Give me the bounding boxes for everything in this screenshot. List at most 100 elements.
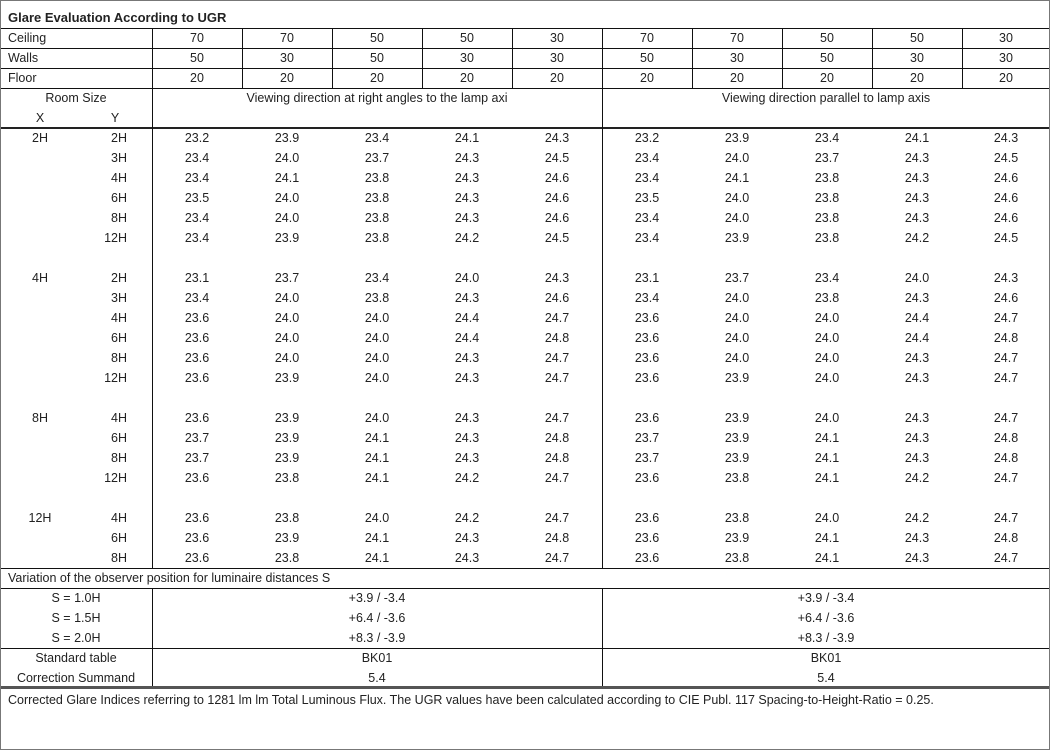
ugr-value-parallel: 23.4 [814,131,840,145]
variation-right-value: +6.4 / -3.6 [797,611,855,625]
ugr-value-perpendicular: 23.4 [184,151,210,165]
reflectance-value: 50 [370,51,384,65]
ugr-value-perpendicular: 24.7 [544,351,570,365]
ugr-value-parallel: 24.1 [814,471,840,485]
column-divider [332,28,333,88]
ugr-value-perpendicular: 24.6 [544,191,570,205]
reflectance-value: 20 [460,71,474,85]
reflectance-value: 70 [730,31,744,45]
variation-title: Variation of the observer position for l… [8,571,331,585]
reflectance-value: 50 [190,51,204,65]
ugr-value-parallel: 23.9 [724,231,750,245]
ugr-value-perpendicular: 24.3 [454,551,480,565]
room-y-value: 4H [111,411,127,425]
ugr-value-perpendicular: 24.0 [274,331,300,345]
reflectance-value: 30 [280,51,294,65]
ugr-value-parallel: 24.3 [904,291,930,305]
ugr-value-perpendicular: 24.1 [364,451,390,465]
column-divider [602,588,603,686]
ugr-value-parallel: 23.8 [724,551,750,565]
ugr-value-parallel: 24.2 [904,231,930,245]
ugr-value-perpendicular: 23.6 [184,471,210,485]
ugr-value-perpendicular: 24.1 [274,171,300,185]
ugr-value-perpendicular: 23.8 [274,551,300,565]
reflectance-value: 70 [280,31,294,45]
ugr-value-perpendicular: 23.6 [184,331,210,345]
footer-note: Corrected Glare Indices referring to 128… [8,693,934,707]
room-x-value: 8H [32,411,48,425]
ugr-value-parallel: 24.0 [814,371,840,385]
standard-left-value: 5.4 [368,671,386,685]
ugr-value-parallel: 24.3 [993,271,1019,285]
ugr-value-parallel: 23.8 [814,291,840,305]
ugr-value-perpendicular: 24.8 [544,451,570,465]
ugr-value-perpendicular: 24.0 [274,311,300,325]
row-divider [1,28,1049,29]
ugr-value-parallel: 23.6 [634,371,660,385]
ugr-value-perpendicular: 24.3 [454,211,480,225]
column-divider [512,28,513,88]
ugr-value-parallel: 24.8 [993,431,1019,445]
ugr-value-perpendicular: 24.6 [544,291,570,305]
reflectance-value: 20 [370,71,384,85]
ugr-value-perpendicular: 23.6 [184,511,210,525]
reflectance-value: 50 [820,31,834,45]
ugr-value-parallel: 24.5 [993,231,1019,245]
standard-label: Standard table [35,651,117,665]
ugr-value-perpendicular: 24.3 [544,271,570,285]
ugr-value-perpendicular: 24.6 [544,171,570,185]
ugr-value-parallel: 23.8 [814,191,840,205]
ugr-value-perpendicular: 23.9 [274,531,300,545]
ugr-value-perpendicular: 24.3 [454,411,480,425]
ugr-value-parallel: 23.6 [634,311,660,325]
reflectance-value: 50 [820,51,834,65]
ugr-value-parallel: 23.5 [634,191,660,205]
ugr-value-perpendicular: 24.7 [544,311,570,325]
ugr-value-perpendicular: 24.3 [544,131,570,145]
column-divider [242,28,243,88]
ugr-value-parallel: 24.1 [814,431,840,445]
ugr-value-parallel: 24.3 [904,431,930,445]
reflectance-value: 20 [820,71,834,85]
variation-right-value: +3.9 / -3.4 [797,591,855,605]
ugr-value-perpendicular: 23.9 [274,411,300,425]
ugr-value-parallel: 24.7 [993,351,1019,365]
row-divider [1,588,1049,589]
ugr-value-perpendicular: 24.4 [454,331,480,345]
ugr-value-parallel: 24.7 [993,371,1019,385]
ugr-value-perpendicular: 24.0 [274,191,300,205]
reflectance-value: 50 [910,31,924,45]
ugr-value-parallel: 24.4 [904,311,930,325]
standard-right-value: 5.4 [817,671,835,685]
ugr-value-perpendicular: 23.9 [274,131,300,145]
ugr-value-parallel: 24.4 [904,331,930,345]
ugr-value-parallel: 23.8 [814,211,840,225]
column-divider [422,28,423,88]
row-divider [1,568,1049,569]
ugr-value-parallel: 23.9 [724,431,750,445]
ugr-value-parallel: 23.6 [634,331,660,345]
room-x-label: X [35,111,45,125]
ugr-value-perpendicular: 24.0 [364,411,390,425]
ugr-value-parallel: 24.6 [993,171,1019,185]
ugr-value-perpendicular: 23.6 [184,371,210,385]
ugr-value-parallel: 23.6 [634,551,660,565]
room-y-value: 4H [111,311,127,325]
ugr-value-perpendicular: 24.3 [454,531,480,545]
ugr-value-perpendicular: 24.0 [454,271,480,285]
ugr-value-parallel: 24.3 [904,531,930,545]
ugr-value-parallel: 23.4 [634,291,660,305]
ugr-value-perpendicular: 24.1 [454,131,480,145]
variation-left-value: +6.4 / -3.6 [348,611,406,625]
ugr-value-perpendicular: 23.9 [274,451,300,465]
column-divider [602,28,603,88]
ugr-value-perpendicular: 24.0 [364,311,390,325]
ugr-value-perpendicular: 24.0 [274,291,300,305]
ugr-value-parallel: 24.3 [904,351,930,365]
ugr-value-parallel: 24.2 [904,511,930,525]
reflectance-value: 50 [640,51,654,65]
room-size-label: Room Size [45,91,107,105]
ugr-value-parallel: 23.6 [634,531,660,545]
ugr-value-parallel: 24.0 [724,291,750,305]
